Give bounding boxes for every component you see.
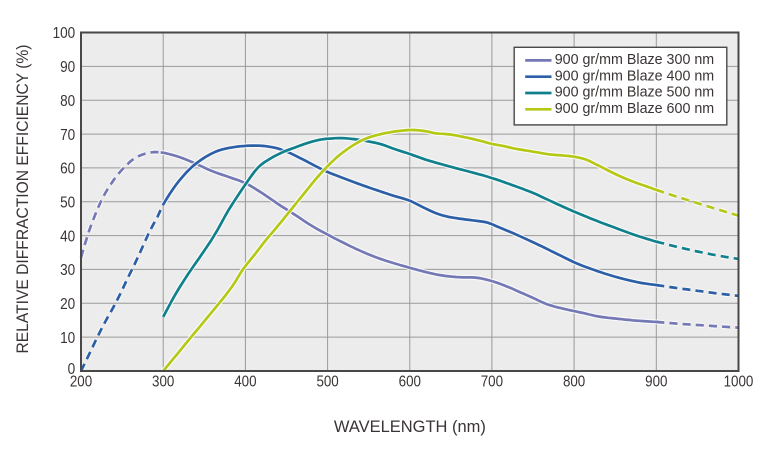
svg-text:90: 90 [60,59,75,76]
svg-text:RELATIVE DIFFRACTION EFFICIENC: RELATIVE DIFFRACTION EFFICIENCY (%) [14,45,32,354]
svg-text:10: 10 [60,330,75,347]
svg-text:200: 200 [70,374,92,391]
svg-text:80: 80 [60,93,75,110]
svg-text:900 gr/mm Blaze 300 nm: 900 gr/mm Blaze 300 nm [555,52,715,68]
svg-text:500: 500 [316,374,338,391]
svg-text:900: 900 [645,374,667,391]
svg-text:40: 40 [60,228,75,245]
svg-text:0: 0 [68,361,76,378]
svg-text:400: 400 [234,374,256,391]
svg-text:600: 600 [399,374,421,391]
svg-text:800: 800 [563,374,585,391]
svg-text:30: 30 [60,262,75,279]
svg-text:50: 50 [60,194,75,211]
svg-text:100: 100 [53,25,76,42]
svg-text:300: 300 [152,374,174,391]
svg-text:700: 700 [481,374,503,391]
svg-text:60: 60 [60,161,75,178]
svg-text:20: 20 [60,296,75,313]
svg-text:900 gr/mm Blaze 500 nm: 900 gr/mm Blaze 500 nm [555,85,715,101]
svg-text:70: 70 [60,127,75,144]
svg-text:WAVELENGTH (nm): WAVELENGTH (nm) [334,418,486,436]
svg-text:900 gr/mm Blaze 400 nm: 900 gr/mm Blaze 400 nm [555,68,715,84]
svg-text:900 gr/mm Blaze 600 nm: 900 gr/mm Blaze 600 nm [555,101,715,117]
svg-text:1000: 1000 [724,374,754,391]
